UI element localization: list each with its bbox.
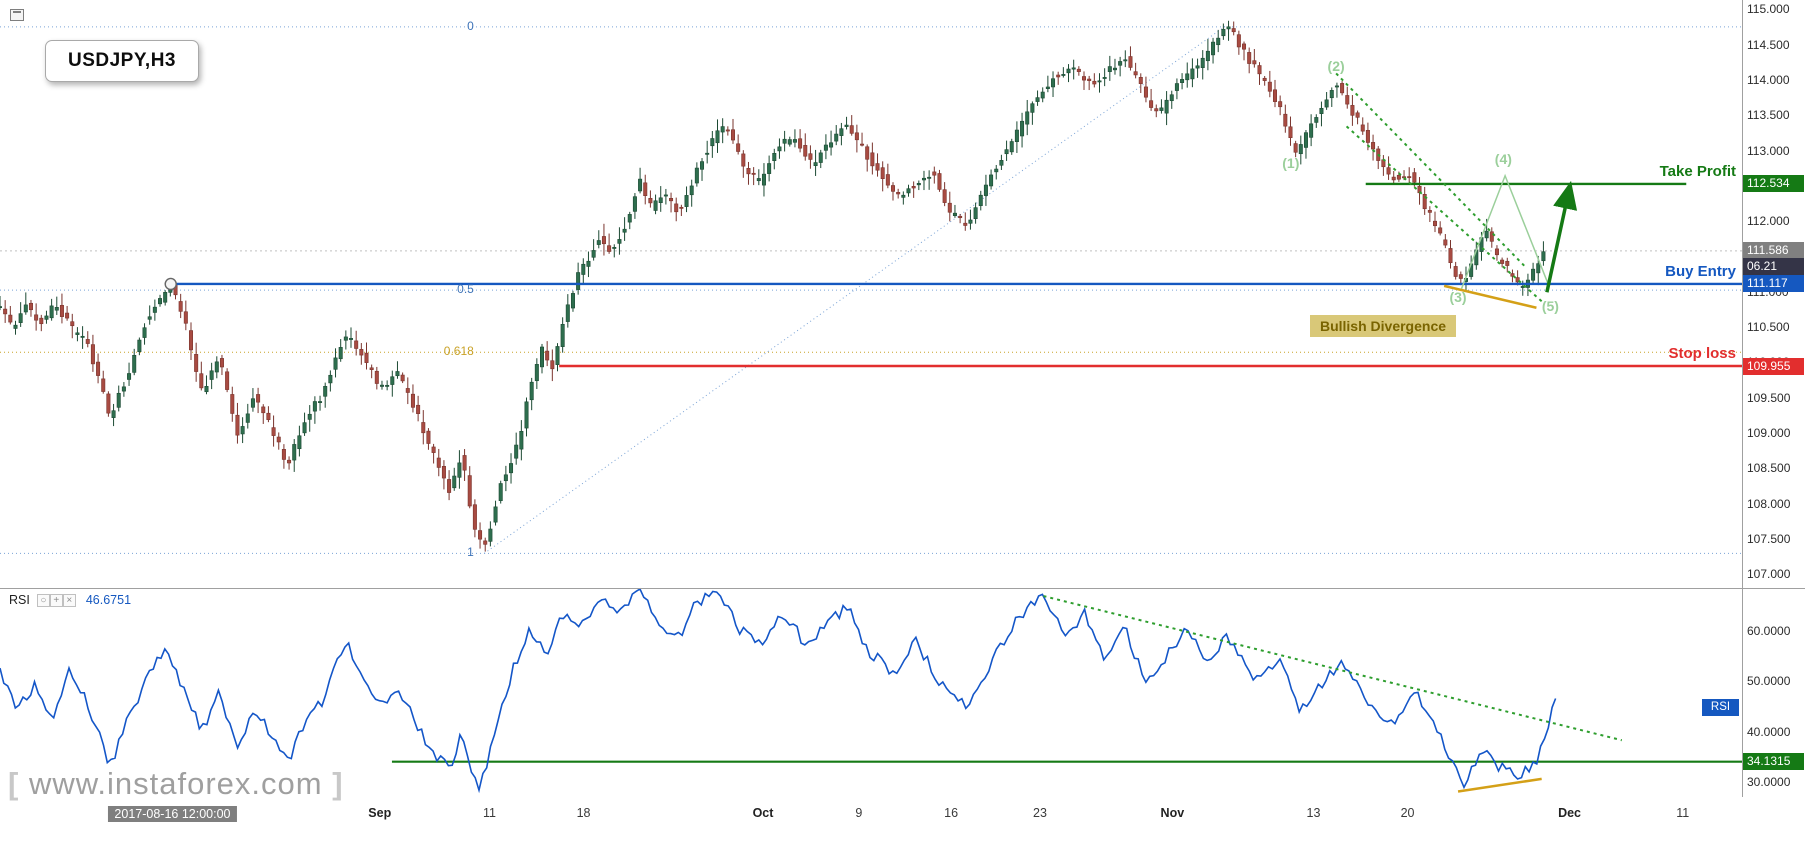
price-tick: 113.500 xyxy=(1747,108,1790,123)
time-label: 11 xyxy=(483,806,496,820)
circle-icon[interactable]: ○ xyxy=(36,594,50,607)
indicator-panel-separator[interactable] xyxy=(0,588,1805,589)
price-tick: 109.500 xyxy=(1747,390,1791,405)
rsi-axis-tag: RSI xyxy=(1702,698,1739,716)
watermark-right-bracket: ] xyxy=(332,766,344,801)
minimize-icon[interactable] xyxy=(10,9,24,21)
time-axis[interactable]: 2017-08-16 12:00:00 Sep 11 18 Oct 9 16 23 Nov 13 2… xyxy=(0,797,1805,844)
rsi-indicator-buttons: ○ + × xyxy=(36,592,76,607)
price-tick: 110.500 xyxy=(1747,320,1790,335)
price-tick: 114.000 xyxy=(1747,72,1790,87)
time-label: 2017-08-16 12:00:00 xyxy=(108,806,237,822)
price-tick: 114.500 xyxy=(1747,37,1790,52)
wave-label: (2) xyxy=(1327,58,1345,75)
rsi-divergence-trendline[interactable] xyxy=(1457,777,1542,793)
wedge-dotted-line-1[interactable] xyxy=(1335,72,1527,269)
rsi-indicator-value: 46.6751 xyxy=(85,592,132,607)
bullish-divergence-label[interactable]: Bullish Divergence xyxy=(1309,314,1457,337)
instaforex-watermark: [ www.instaforex.com ] xyxy=(8,766,344,802)
price-tick: 109.000 xyxy=(1747,425,1791,440)
plus-icon[interactable]: + xyxy=(49,594,63,607)
wedge-dotted-line-2[interactable] xyxy=(1345,125,1545,304)
price-tick: 112.000 xyxy=(1747,214,1790,229)
price-tick: 108.500 xyxy=(1747,461,1791,476)
rsi-tick: 40.0000 xyxy=(1747,724,1791,739)
wave-label: (1) xyxy=(1282,154,1300,171)
fib-level-label: 1 xyxy=(467,545,474,560)
time-label: Dec xyxy=(1558,806,1581,820)
time-label: Sep xyxy=(368,806,392,820)
stop-loss-label[interactable]: Stop loss xyxy=(1668,345,1736,362)
price-tick: 108.000 xyxy=(1747,496,1791,511)
time-label: 13 xyxy=(1306,806,1321,820)
rsi-indicator-title: RSI xyxy=(9,592,30,607)
time-label: 11 xyxy=(1676,806,1690,820)
time-label: 9 xyxy=(855,806,863,820)
price-axis-separator xyxy=(1742,0,1743,797)
price-tick: 113.000 xyxy=(1747,143,1790,158)
price-badge: 111.586 xyxy=(1743,242,1804,260)
price-divergence-trendline[interactable] xyxy=(1443,284,1537,309)
price-badge: 111.117 xyxy=(1743,275,1804,293)
rsi-indicator-header: RSI ○ + × 46.6751 xyxy=(9,592,131,607)
price-tick: 107.000 xyxy=(1747,567,1791,582)
fib-level-label: 0.5 xyxy=(457,282,474,297)
time-label: 23 xyxy=(1033,806,1047,820)
candlestick-series xyxy=(0,20,1546,552)
rsi-tick: 60.0000 xyxy=(1747,624,1791,639)
price-axis[interactable]: 115.000 114.500 114.000 113.500 113.000 112.5… xyxy=(1742,0,1805,797)
line-anchor-circle[interactable] xyxy=(164,277,177,291)
diagonal-trendline[interactable] xyxy=(483,25,1227,554)
price-tick: 107.500 xyxy=(1747,531,1791,546)
price-tick: 115.000 xyxy=(1747,2,1790,17)
time-label: 16 xyxy=(944,806,959,820)
chart-plot-area[interactable] xyxy=(0,0,1742,797)
rsi-level-badge: 34.1315 xyxy=(1743,753,1804,771)
wave-label: (5) xyxy=(1541,298,1559,315)
price-badge: 109.955 xyxy=(1743,357,1804,375)
symbol-timeframe-label: USDJPY,H3 xyxy=(45,40,199,82)
buy-arrow[interactable] xyxy=(1545,180,1578,293)
time-label: Nov xyxy=(1160,806,1185,820)
price-badge: 06.21 xyxy=(1743,257,1804,275)
buy-entry-label[interactable]: Buy Entry xyxy=(1665,262,1736,280)
take-profit-label[interactable]: Take Profit xyxy=(1659,162,1736,180)
fibonacci-retracement[interactable] xyxy=(0,26,1742,554)
watermark-text: www.instaforex.com xyxy=(28,766,323,801)
rsi-resistance-dotted-line[interactable] xyxy=(1043,595,1623,742)
fib-level-label: 0 xyxy=(467,18,474,33)
wave-label: (4) xyxy=(1494,151,1512,168)
price-badge: 112.534 xyxy=(1743,175,1804,193)
rsi-line xyxy=(0,587,1557,794)
time-label: 20 xyxy=(1400,806,1415,820)
rsi-tick: 30.0000 xyxy=(1747,774,1791,789)
rsi-tick: 50.0000 xyxy=(1747,674,1791,689)
time-label: 18 xyxy=(576,806,591,820)
watermark-left-bracket: [ xyxy=(8,766,20,801)
wave-projection-zigzag xyxy=(1460,173,1550,289)
wave-label: (3) xyxy=(1449,288,1467,305)
close-icon[interactable]: × xyxy=(62,594,76,607)
time-label: Oct xyxy=(752,806,774,820)
fib-level-label: 0.618 xyxy=(443,344,474,359)
